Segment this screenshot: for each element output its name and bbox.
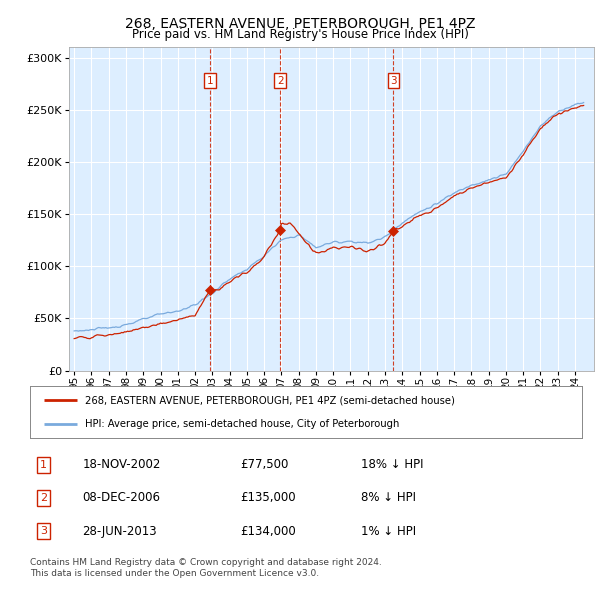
Text: Price paid vs. HM Land Registry's House Price Index (HPI): Price paid vs. HM Land Registry's House …	[131, 28, 469, 41]
Text: 28-JUN-2013: 28-JUN-2013	[82, 525, 157, 537]
Text: £134,000: £134,000	[240, 525, 296, 537]
Text: 1% ↓ HPI: 1% ↓ HPI	[361, 525, 416, 537]
Text: 2: 2	[40, 493, 47, 503]
Text: £77,500: £77,500	[240, 458, 288, 471]
Text: 08-DEC-2006: 08-DEC-2006	[82, 491, 160, 504]
Text: 3: 3	[40, 526, 47, 536]
Text: £135,000: £135,000	[240, 491, 295, 504]
Text: 3: 3	[390, 76, 397, 86]
Text: 268, EASTERN AVENUE, PETERBOROUGH, PE1 4PZ (semi-detached house): 268, EASTERN AVENUE, PETERBOROUGH, PE1 4…	[85, 395, 455, 405]
Text: 2: 2	[277, 76, 284, 86]
Text: 268, EASTERN AVENUE, PETERBOROUGH, PE1 4PZ: 268, EASTERN AVENUE, PETERBOROUGH, PE1 4…	[125, 17, 475, 31]
Text: 1: 1	[40, 460, 47, 470]
Text: 8% ↓ HPI: 8% ↓ HPI	[361, 491, 416, 504]
Text: 1: 1	[207, 76, 214, 86]
Text: 18% ↓ HPI: 18% ↓ HPI	[361, 458, 424, 471]
Text: HPI: Average price, semi-detached house, City of Peterborough: HPI: Average price, semi-detached house,…	[85, 419, 400, 429]
Text: 18-NOV-2002: 18-NOV-2002	[82, 458, 161, 471]
Text: Contains HM Land Registry data © Crown copyright and database right 2024.
This d: Contains HM Land Registry data © Crown c…	[30, 558, 382, 578]
